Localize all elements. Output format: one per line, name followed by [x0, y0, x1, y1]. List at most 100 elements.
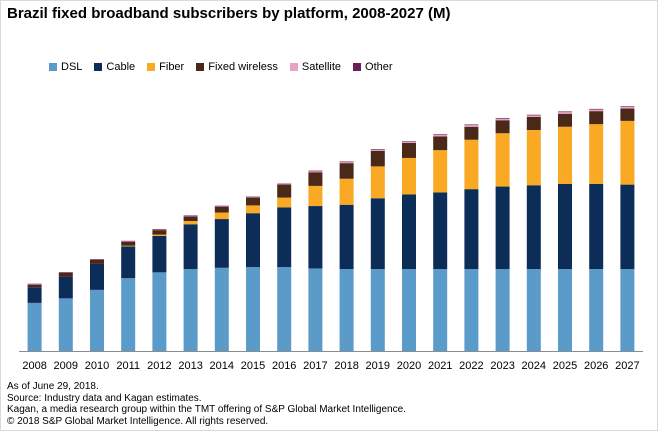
x-tick-label: 2012 — [147, 360, 171, 372]
x-tick-label: 2011 — [116, 360, 140, 372]
bar-segment — [308, 170, 323, 173]
bar-segment — [277, 183, 292, 185]
bar-segment — [58, 298, 73, 351]
legend-item: Other — [353, 61, 393, 73]
bar-segment — [402, 157, 416, 195]
bar-segment — [370, 198, 385, 270]
x-tick-label: 2008 — [22, 360, 46, 372]
bar-segment — [495, 118, 510, 121]
bar-segment — [620, 108, 635, 121]
legend-label: Satellite — [301, 61, 342, 73]
bar-segment — [339, 269, 354, 351]
bar-segment — [589, 183, 604, 270]
bar-segment — [308, 206, 323, 269]
bar-segment — [433, 150, 448, 193]
bar-segment — [183, 216, 198, 221]
bar-segment — [495, 186, 510, 270]
bar-segment — [433, 136, 448, 151]
bar-segment — [620, 106, 635, 107]
bar-segment — [620, 269, 635, 351]
bar-segment — [558, 111, 572, 114]
bar-segment — [402, 141, 416, 142]
bar-segment — [464, 124, 479, 127]
bar-segment — [526, 269, 541, 351]
legend-swatch — [289, 63, 298, 71]
bar-segment — [339, 204, 354, 270]
bar-segment — [58, 272, 73, 273]
bar-segment — [90, 263, 104, 290]
bar-segment — [246, 205, 260, 214]
bar-segment — [464, 269, 479, 351]
bar-segment — [526, 117, 541, 130]
legend-label: DSL — [61, 61, 83, 73]
bar-segment — [27, 287, 42, 303]
bar-segment — [464, 189, 479, 270]
chart-legend: DSL Cable Fiber Fixed wireless Satellite Othe… — [49, 60, 405, 74]
bar-segment — [121, 278, 136, 351]
bar-segment — [214, 219, 229, 268]
legend-label: Fiber — [159, 61, 185, 73]
bar-segment — [277, 197, 292, 208]
bar-segment — [402, 269, 416, 351]
bar-segment — [58, 273, 73, 277]
x-tick-label: 2023 — [490, 360, 514, 372]
x-tick-label: 2019 — [366, 360, 390, 372]
bar-segment — [589, 111, 604, 125]
bar-segment — [620, 184, 635, 270]
bar-segment — [27, 302, 42, 351]
bar-segment — [277, 267, 292, 351]
bar-segment — [246, 196, 260, 198]
bar-segment — [27, 284, 42, 285]
bar-segment — [526, 130, 541, 186]
bar-segment — [464, 126, 479, 140]
x-tick-label: 2018 — [334, 360, 358, 372]
bar-segment — [433, 134, 448, 137]
chart-title: Brazil fixed broadband subscribers by pl… — [7, 5, 451, 22]
legend-item: Cable — [94, 61, 135, 73]
x-tick-label: 2026 — [584, 360, 608, 372]
bar-segment — [214, 267, 229, 351]
bar-segment — [27, 284, 42, 288]
legend-label: Other — [365, 61, 393, 73]
bar-segment — [121, 240, 136, 242]
bar-segment — [183, 269, 198, 351]
bar-segment — [183, 221, 198, 225]
bar-segment — [558, 113, 572, 127]
x-tick-label: 2025 — [553, 360, 577, 372]
bar-segment — [27, 283, 42, 285]
bar-segment — [277, 184, 292, 198]
bar-segment — [308, 268, 323, 351]
bar-segment — [121, 245, 136, 247]
bar-segment — [183, 224, 198, 270]
bar-segment — [246, 196, 260, 198]
legend-swatch — [196, 63, 205, 71]
legend-item: Fiber — [147, 61, 184, 73]
bar-segment — [214, 206, 229, 213]
bar-segment — [402, 143, 416, 158]
note-copyright: © 2018 S&P Global Market Intelligence. A… — [7, 415, 269, 427]
legend-swatch — [353, 63, 362, 71]
legend-item: DSL — [49, 61, 82, 73]
bar-segment — [433, 192, 448, 270]
bar-segment — [339, 163, 354, 179]
bar-segment — [339, 178, 354, 205]
bar-segment — [526, 114, 541, 116]
bar-segment — [90, 289, 104, 351]
bar-segment — [246, 267, 260, 351]
bar-segment — [183, 215, 198, 217]
bar-segment — [214, 206, 229, 207]
x-tick-label: 2020 — [397, 360, 421, 372]
bar-segment — [277, 183, 292, 185]
bar-segment — [495, 269, 510, 351]
bar-segment — [152, 235, 167, 273]
x-tick-label: 2016 — [272, 360, 296, 372]
bar-segment — [90, 260, 104, 264]
x-tick-label: 2010 — [85, 360, 109, 372]
bar-segment — [246, 197, 260, 206]
legend-item: Satellite — [289, 61, 342, 73]
bar-segment — [214, 212, 229, 220]
note-as-of: As of June 29, 2018. — [7, 381, 99, 392]
legend-swatch — [147, 63, 156, 71]
bar-segment — [558, 126, 572, 184]
